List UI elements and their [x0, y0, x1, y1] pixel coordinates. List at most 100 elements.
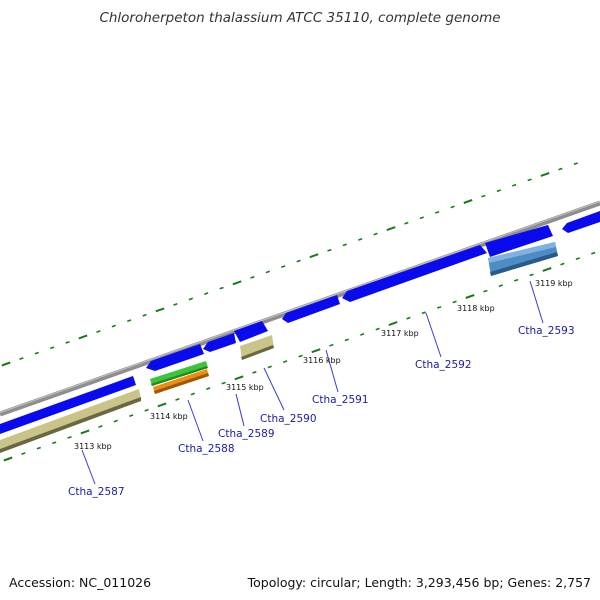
inner-minor-tick [575, 257, 580, 261]
outer-major-tick [309, 253, 319, 259]
gene-labels: Ctha_2587 Ctha_2588 Ctha_2589 Ctha_2590 … [68, 325, 575, 498]
gene-label-ctha-2588[interactable]: Ctha_2588 [178, 443, 235, 455]
outer-major-tick [155, 307, 165, 313]
outer-major-tick [540, 172, 550, 177]
inner-minor-tick [529, 273, 534, 277]
gene-feature-ctha-2593[interactable] [485, 225, 553, 257]
gene-feature-ctha-2587[interactable] [0, 376, 136, 434]
inner-minor-tick [375, 327, 380, 331]
kbp-label: 3115 kbp [226, 383, 264, 392]
outer-minor-tick [204, 292, 209, 296]
inner-minor-tick [360, 333, 365, 336]
leader-line-2591 [325, 349, 339, 393]
inner-minor-tick [113, 419, 118, 423]
leader-line-2590 [263, 367, 285, 411]
inner-major-tick [3, 456, 13, 462]
outer-minor-tick [558, 167, 563, 171]
misc-feature-ctha-2590[interactable] [240, 335, 274, 360]
leader-line-2592 [425, 312, 442, 358]
outer-minor-tick [342, 243, 347, 247]
inner-minor-tick [298, 354, 303, 358]
outer-minor-tick [419, 216, 424, 220]
inner-minor-tick [406, 316, 411, 320]
inner-minor-tick [421, 311, 426, 315]
gene-feature-right-edge[interactable] [562, 211, 600, 233]
gene-label-ctha-2590[interactable]: Ctha_2590 [260, 413, 317, 425]
inner-minor-tick [344, 338, 349, 342]
inner-major-tick [157, 402, 167, 408]
rrna-green-edge [151, 366, 208, 386]
outer-major-tick [463, 199, 473, 204]
inner-minor-tick [206, 387, 211, 391]
cds-ctha-2593-alt-top [488, 242, 556, 263]
inner-minor-tick [483, 289, 488, 293]
outer-minor-tick [188, 297, 193, 301]
inner-minor-tick [175, 398, 180, 401]
kbp-label: 3119 kbp [535, 279, 573, 288]
outer-major-tick [386, 226, 396, 232]
leader-line-2588 [187, 399, 204, 442]
inner-minor-tick [67, 435, 72, 439]
inner-minor-tick [144, 408, 149, 412]
inner-tick-track [3, 251, 596, 462]
kbp-label: 3116 kbp [303, 356, 341, 365]
inner-minor-tick [252, 370, 257, 374]
inner-minor-tick [52, 441, 57, 445]
outer-minor-tick [327, 248, 332, 252]
outer-minor-tick [435, 210, 440, 214]
inner-minor-tick [98, 425, 103, 428]
accession-label: Accession: NC_011026 [9, 575, 152, 590]
outer-minor-tick [142, 313, 147, 317]
outer-minor-tick [34, 351, 39, 355]
gene-feature-ctha-2592[interactable] [342, 245, 487, 302]
outer-minor-tick [527, 178, 532, 182]
gene-label-ctha-2592[interactable]: Ctha_2592 [415, 359, 472, 371]
inner-major-tick [465, 294, 475, 299]
outer-minor-tick [219, 286, 224, 290]
kbp-label: 3113 kbp [74, 442, 112, 451]
outer-minor-tick [111, 324, 116, 328]
rrna-orange-edge [154, 373, 209, 394]
inner-minor-tick [21, 452, 26, 455]
outer-minor-tick [481, 194, 486, 198]
gene-label-ctha-2591[interactable]: Ctha_2591 [312, 394, 369, 406]
cds-ctha-2593-alt-edge [490, 252, 558, 276]
outer-minor-tick [281, 265, 286, 268]
forward-genes [0, 211, 600, 434]
kbp-label: 3117 kbp [381, 329, 419, 338]
gene-feature-ctha-2591[interactable] [282, 295, 340, 323]
inner-major-tick [311, 348, 321, 354]
outer-minor-tick [65, 340, 70, 344]
gene-label-ctha-2593[interactable]: Ctha_2593 [518, 325, 575, 337]
reverse-features [0, 242, 558, 453]
outer-minor-tick [173, 303, 178, 306]
outer-minor-tick [512, 183, 517, 187]
inner-minor-tick [36, 446, 41, 450]
gene-feature-ctha-2589[interactable] [203, 333, 236, 352]
outer-tick-track [1, 162, 578, 367]
gene-label-ctha-2587[interactable]: Ctha_2587 [68, 486, 125, 498]
misc-feature-ctha-2587-edge [0, 397, 141, 453]
outer-minor-tick [96, 330, 101, 333]
outer-minor-tick [450, 205, 455, 209]
outer-major-tick [1, 361, 11, 367]
gene-feature-ctha-2588[interactable] [146, 344, 204, 371]
kbp-label: 3118 kbp [457, 304, 495, 313]
outer-minor-tick [19, 357, 24, 360]
outer-minor-tick [373, 232, 378, 236]
outer-minor-tick [265, 270, 270, 274]
inner-minor-tick [283, 360, 288, 363]
genome-summary: Topology: circular; Length: 3,293,456 bp… [247, 575, 591, 590]
outer-minor-tick [296, 259, 301, 263]
inner-minor-tick [267, 365, 272, 369]
kbp-label: 3114 kbp [150, 412, 188, 421]
gene-label-ctha-2589[interactable]: Ctha_2589 [218, 428, 275, 440]
map-title: Chloroherpeton thalassium ATCC 35110, co… [99, 10, 501, 26]
inner-minor-tick [190, 392, 195, 396]
gene-feature-ctha-2590[interactable] [234, 321, 268, 342]
outer-major-tick [232, 280, 242, 286]
inner-minor-tick [452, 300, 457, 304]
misc-feature-ctha-2590-edge [241, 345, 274, 360]
label-lines [81, 280, 544, 485]
kbp-labels: 3113 kbp 3114 kbp 3115 kbp 3116 kbp 3117… [74, 279, 573, 451]
